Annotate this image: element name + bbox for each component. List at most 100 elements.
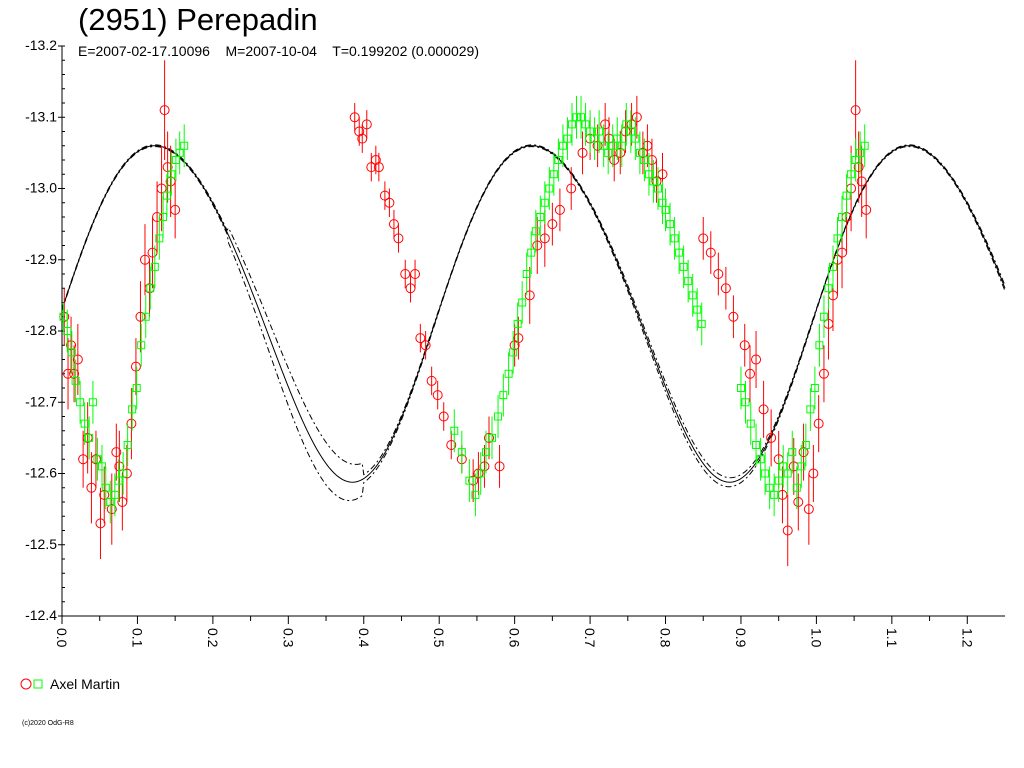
data-point-square [563, 134, 572, 143]
data-point-square [697, 319, 706, 328]
data-point-square [801, 441, 810, 449]
data-point-circle [135, 311, 146, 322]
data-point-circle [384, 197, 395, 208]
data-point-square [675, 248, 684, 257]
data-point-square [71, 376, 80, 385]
data-point-square [679, 262, 688, 271]
data-point-square [123, 441, 132, 449]
data-point-circle [566, 183, 577, 194]
data-point-square [586, 127, 595, 136]
data-points [59, 60, 872, 567]
data-point-square [132, 384, 141, 392]
x-tick-label: 1.2 [959, 628, 975, 648]
y-tick-label: -13.0 [25, 180, 57, 196]
data-point-square [613, 134, 622, 143]
data-point-circle [524, 290, 535, 301]
data-point-square [779, 462, 788, 471]
x-tick-label: 0.9 [733, 628, 749, 648]
data-point-circle [159, 105, 170, 116]
data-point-circle [468, 475, 479, 486]
data-point-square [806, 405, 815, 414]
data-point-square [536, 213, 545, 221]
data-point-circle [793, 497, 804, 507]
data-point-circle [758, 404, 769, 415]
data-point-square [617, 141, 626, 150]
data-point-circle [626, 119, 637, 130]
data-point-square [670, 234, 679, 243]
data-point-circle [90, 454, 101, 465]
data-point-square [558, 141, 567, 150]
data-point-square [622, 120, 631, 129]
data-point-square [581, 120, 590, 129]
data-point-square [76, 398, 85, 407]
data-point-square [684, 277, 693, 286]
data-point-square [736, 384, 745, 392]
x-tick-label: 0.7 [582, 628, 598, 648]
data-point-circle [370, 155, 381, 165]
data-point-circle [66, 340, 77, 351]
data-point-square [137, 341, 146, 350]
data-point-square [577, 113, 586, 122]
legend: Axel Martin [20, 674, 120, 694]
x-tick-label: 0.4 [356, 628, 372, 648]
data-point-circle [720, 283, 731, 294]
data-point-circle [554, 204, 565, 215]
fit-curve-lower [61, 146, 1006, 502]
x-tick-label: 1.0 [808, 628, 824, 648]
data-point-circle [373, 162, 384, 173]
data-point-square [471, 490, 480, 499]
data-point-circle [130, 361, 141, 372]
x-tick-label: 1.1 [884, 628, 900, 648]
chart-subtitle: E=2007-02-17.10096 M=2007-10-04 T=0.1992… [78, 43, 479, 59]
data-point-square [746, 419, 755, 428]
data-point-circle [361, 119, 372, 130]
data-point-circle [651, 176, 662, 187]
data-point-square [554, 156, 563, 164]
data-point-square [856, 148, 865, 157]
y-tick-label: -12.5 [25, 536, 57, 552]
data-point-square [833, 234, 842, 243]
data-point-circle [609, 155, 620, 165]
data-point-square [741, 398, 750, 407]
data-point-circle [69, 368, 80, 379]
data-point-circle [728, 311, 739, 322]
x-tick-label: 0.8 [658, 628, 674, 648]
data-point-square [666, 220, 675, 229]
data-point-circle [631, 112, 642, 123]
data-point-square [509, 348, 518, 357]
data-point-square [828, 262, 837, 271]
data-point-circle [432, 390, 443, 401]
data-point-square [545, 184, 554, 193]
data-point-square [106, 498, 115, 506]
x-tick-label: 0.2 [205, 628, 221, 648]
fit-curve-upper [61, 144, 1006, 479]
data-point-square [761, 469, 770, 478]
data-point-square [450, 426, 459, 435]
data-point-square [119, 469, 128, 478]
data-point-square [661, 205, 670, 214]
data-point-circle [577, 147, 588, 158]
data-point-circle [410, 269, 421, 279]
data-point-square [631, 134, 640, 143]
data-point-square [114, 476, 123, 485]
data-point-square [572, 113, 581, 122]
y-tick-label: -12.4 [25, 607, 57, 623]
data-point-square [63, 327, 72, 335]
y-tick-label: -12.6 [25, 465, 57, 481]
data-point-circle [547, 219, 558, 230]
data-point-circle [420, 340, 431, 351]
x-tick-label: 0.6 [507, 628, 523, 648]
data-point-circle [95, 518, 106, 529]
data-point-circle [156, 183, 167, 194]
data-point-square [93, 455, 102, 464]
legend-label: Axel Martin [50, 676, 121, 692]
data-point-square [847, 170, 856, 179]
legend-square-marker [33, 679, 43, 689]
data-point-circle [698, 233, 709, 244]
data-point-circle [72, 354, 83, 365]
data-point-circle [126, 418, 137, 429]
data-point-square [649, 177, 658, 186]
y-tick-label: -12.7 [25, 393, 57, 409]
data-point-square [756, 455, 765, 464]
